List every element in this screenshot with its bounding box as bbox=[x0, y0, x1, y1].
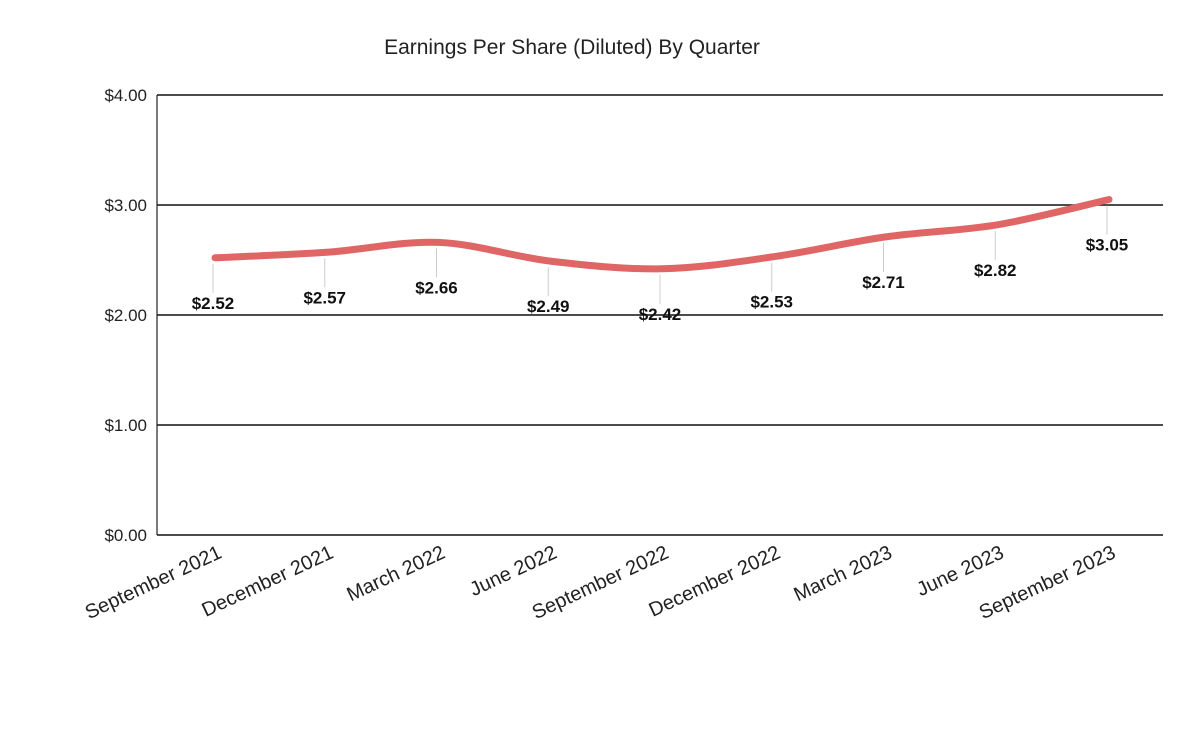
series-line-eps bbox=[211, 196, 1113, 273]
chart-title: Earnings Per Share (Diluted) By Quarter bbox=[384, 36, 760, 59]
data-label: $2.42 bbox=[639, 305, 682, 324]
data-label-leaders bbox=[212, 205, 1108, 304]
data-label: $2.66 bbox=[415, 278, 458, 297]
gridlines bbox=[157, 94, 1163, 536]
y-axis-ticks: $0.00 $1.00 $2.00 $3.00 $4.00 bbox=[104, 86, 147, 545]
x-tick-label: June 2022 bbox=[466, 542, 560, 601]
y-tick-label: $4.00 bbox=[104, 86, 147, 105]
data-label: $2.82 bbox=[974, 261, 1017, 280]
data-labels: $2.52 $2.57 $2.66 $2.49 $2.42 $2.53 $2.71 $2.82… bbox=[192, 236, 1129, 324]
y-tick-label: $3.00 bbox=[104, 196, 147, 215]
x-tick-label: March 2022 bbox=[344, 542, 449, 607]
data-label: $2.71 bbox=[862, 273, 905, 292]
data-label: $2.53 bbox=[750, 293, 793, 312]
data-label: $3.05 bbox=[1086, 236, 1129, 255]
y-tick-label: $2.00 bbox=[104, 306, 147, 325]
y-tick-label: $0.00 bbox=[104, 526, 147, 545]
y-tick-label: $1.00 bbox=[104, 416, 147, 435]
x-tick-label: June 2023 bbox=[913, 542, 1007, 601]
data-label: $2.49 bbox=[527, 297, 570, 316]
data-label: $2.52 bbox=[192, 294, 235, 313]
x-tick-label: March 2023 bbox=[791, 542, 896, 607]
data-label: $2.57 bbox=[303, 288, 346, 307]
